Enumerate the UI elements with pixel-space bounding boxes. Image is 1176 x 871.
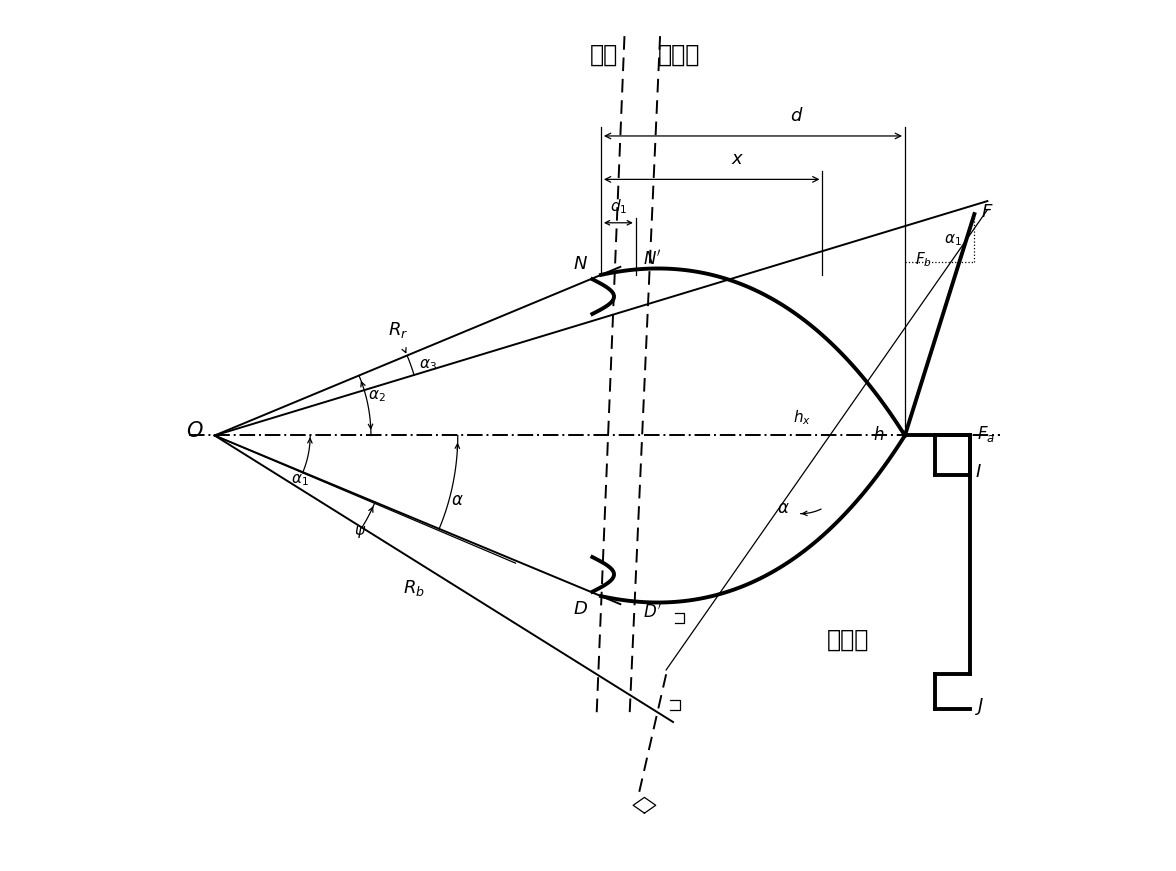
Text: $\alpha_1$: $\alpha_1$	[290, 473, 308, 489]
Text: 基圆: 基圆	[589, 44, 617, 67]
Text: $D'$: $D'$	[643, 602, 662, 621]
Text: $R_b$: $R_b$	[403, 578, 425, 598]
Text: $R_r$: $R_r$	[388, 321, 408, 341]
Text: $I$: $I$	[975, 463, 982, 481]
Text: $\alpha$: $\alpha$	[452, 491, 463, 510]
Text: $\alpha_3$: $\alpha_3$	[419, 357, 437, 373]
Text: $N'$: $N'$	[643, 250, 661, 269]
Text: $d$: $d$	[789, 106, 803, 125]
Text: $\alpha_1$: $\alpha_1$	[944, 233, 962, 248]
Text: $h_x$: $h_x$	[793, 408, 811, 428]
Text: 齿根圆: 齿根圆	[659, 44, 701, 67]
Text: $N$: $N$	[573, 255, 588, 273]
Text: $D$: $D$	[573, 600, 588, 618]
Text: $\alpha_2$: $\alpha_2$	[368, 388, 386, 404]
Text: $F_b$: $F_b$	[915, 250, 933, 268]
Text: $\psi$: $\psi$	[354, 524, 367, 541]
Text: $O$: $O$	[186, 422, 203, 441]
Text: 作用线: 作用线	[827, 627, 870, 652]
Text: $J$: $J$	[975, 696, 985, 717]
Text: $d_1$: $d_1$	[609, 197, 627, 216]
Text: $F$: $F$	[981, 203, 994, 221]
Text: $x$: $x$	[731, 150, 744, 168]
Text: $h$: $h$	[873, 427, 884, 444]
Text: $\alpha$: $\alpha$	[777, 498, 790, 517]
Text: $F_a$: $F_a$	[977, 424, 995, 443]
